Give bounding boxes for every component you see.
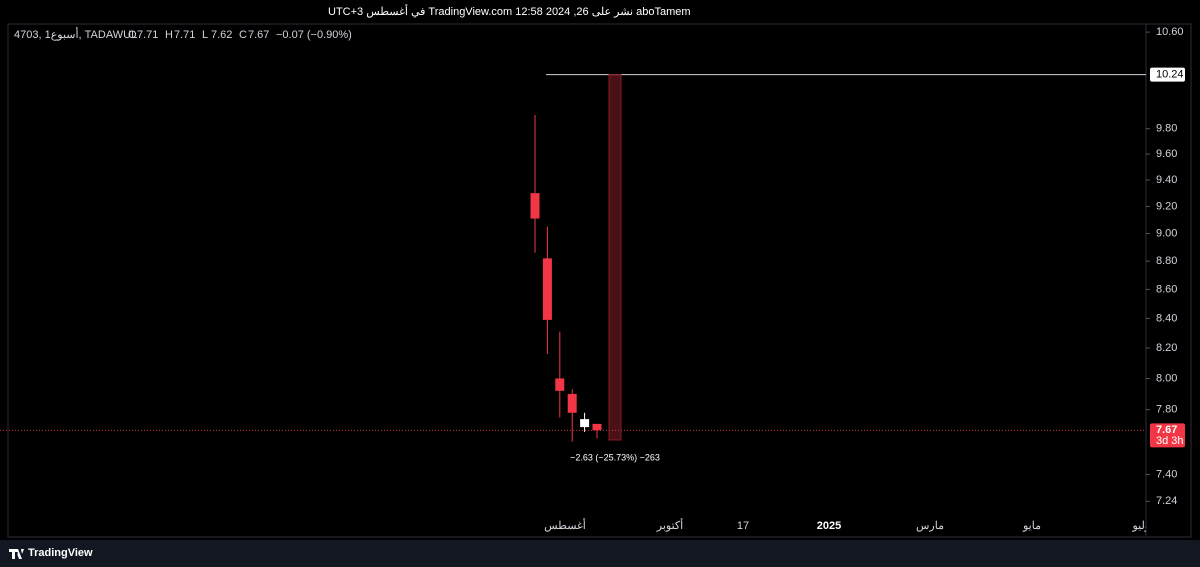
legend-key: C [239,29,247,41]
x-tick-label: مايو [1022,520,1041,532]
y-tick-label: 8.60 [1156,283,1177,295]
header: aboTamem نشر على TradingView.com 12:58 2… [328,4,691,18]
y-tick-label: 8.00 [1156,372,1177,384]
legend-value: 7.71 [137,29,158,41]
legend-value: 7.67 [248,29,269,41]
x-tick-label: أغسطس [544,518,586,532]
x-tick-label: مارس [916,520,944,532]
symbol: 4703, 1أسبوع, TADAWUL [14,27,137,41]
footer-brand: TradingView [28,547,93,559]
x-tick-label: أكتوبر [656,518,683,532]
y-tick-label: 7.24 [1156,495,1177,507]
y-tick-label: 9.20 [1156,200,1177,212]
candle-body [530,193,540,219]
candle-body [580,419,590,428]
candle-body [567,393,577,413]
legend-key: H [165,29,173,41]
x-tick-label: 2025 [817,520,841,532]
footer-bar [0,540,1200,567]
y-tick-label: 8.20 [1156,342,1177,354]
price-tag [1150,67,1185,82]
countdown: 3d 3h [1156,435,1184,447]
measure-label: −2.63 (−25.73%) −263 [570,452,660,462]
y-tick-label: 9.40 [1156,174,1177,186]
y-tick-label: 9.00 [1156,227,1177,239]
legend-key: O [128,29,137,41]
price-tag-label: 10.24 [1156,69,1184,81]
y-tick-label: 9.80 [1156,123,1177,135]
measure-box [608,74,622,441]
last-price-tag [1150,423,1185,448]
candle-body [542,258,552,320]
y-tick-label: 10.60 [1156,26,1184,38]
logo [9,549,24,559]
y-tick-label: 7.40 [1156,468,1177,480]
legend-value: 7.62 [211,29,232,41]
x-tick-label: يوليو [1131,520,1153,532]
y-tick-label: 8.40 [1156,312,1177,324]
x-tick-label: 17 [737,520,749,532]
legend-key: L [202,29,208,41]
legend-change: −0.07 (−0.90%) [276,29,352,41]
y-tick-label: 9.60 [1156,148,1177,160]
legend-value: 7.71 [174,29,195,41]
y-tick-label: 8.80 [1156,255,1177,267]
candle-body [555,378,565,391]
candle-body [592,423,602,431]
y-tick-label: 7.80 [1156,404,1177,416]
last-price-label: 7.67 [1156,424,1177,436]
frame [7,23,1192,538]
